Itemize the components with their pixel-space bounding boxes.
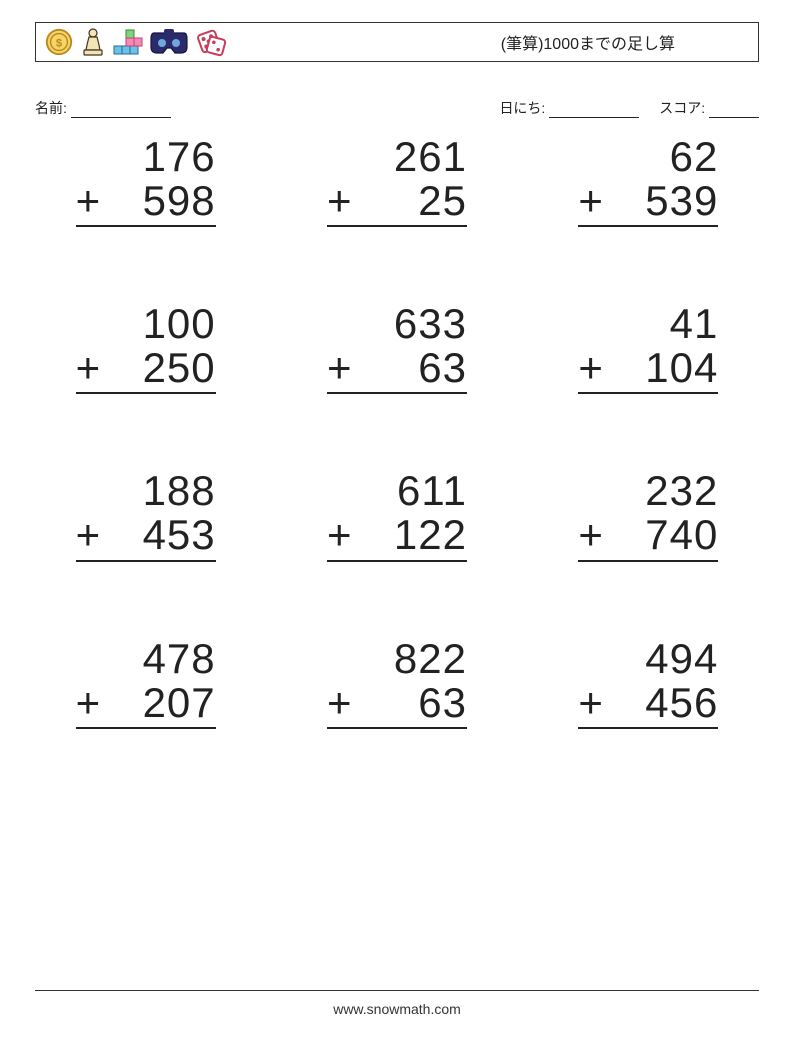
- operator: +: [327, 346, 357, 390]
- problem: 261+ 25: [286, 135, 507, 227]
- problem-top-number: 100: [76, 302, 216, 346]
- score-field: スコア:: [659, 98, 759, 118]
- problem-inner: 261+ 25: [327, 135, 467, 227]
- problem-top-number: 176: [76, 135, 216, 179]
- problem-inner: 188+453: [76, 469, 216, 561]
- problem: 232+740: [538, 469, 759, 561]
- problem-top-number: 478: [76, 637, 216, 681]
- problem-top-number: 62: [578, 135, 718, 179]
- worksheet-title: (筆算)1000までの足し算: [501, 30, 750, 54]
- problem-add-line: + 63: [327, 681, 467, 729]
- problem-bottom-number: 456: [608, 681, 718, 725]
- name-field: 名前:: [35, 98, 171, 118]
- operator: +: [76, 513, 106, 557]
- problem: 494+456: [538, 637, 759, 729]
- worksheet-page: $: [0, 0, 794, 1053]
- problem-inner: 822+ 63: [327, 637, 467, 729]
- operator: +: [327, 179, 357, 223]
- problem-bottom-number: 250: [106, 346, 216, 390]
- problem-inner: 41+104: [578, 302, 718, 394]
- date-field: 日にち:: [499, 98, 639, 118]
- problem-bottom-number: 63: [357, 681, 467, 725]
- footer-divider: [35, 990, 759, 991]
- problem-add-line: +456: [578, 681, 718, 729]
- vr-headset-icon: [150, 27, 188, 57]
- header-box: $: [35, 22, 759, 62]
- problem-top-number: 261: [327, 135, 467, 179]
- problem-add-line: + 63: [327, 346, 467, 394]
- problem-top-number: 188: [76, 469, 216, 513]
- problem: 41+104: [538, 302, 759, 394]
- problem-bottom-number: 539: [608, 179, 718, 223]
- problem-add-line: +122: [327, 513, 467, 561]
- problem: 62+539: [538, 135, 759, 227]
- meta-row: 名前: 日にち: スコア:: [35, 98, 759, 118]
- coin-icon: $: [44, 27, 74, 57]
- problem-top-number: 232: [578, 469, 718, 513]
- name-label: 名前:: [35, 100, 67, 116]
- problem-bottom-number: 122: [357, 513, 467, 557]
- operator: +: [327, 513, 357, 557]
- problem-bottom-number: 104: [608, 346, 718, 390]
- operator: +: [578, 513, 608, 557]
- problem-inner: 478+207: [76, 637, 216, 729]
- operator: +: [76, 179, 106, 223]
- header-icons: $: [44, 26, 226, 58]
- problem-add-line: +453: [76, 513, 216, 561]
- problem-add-line: +539: [578, 179, 718, 227]
- operator: +: [327, 681, 357, 725]
- problem: 188+453: [35, 469, 256, 561]
- problem-inner: 100+250: [76, 302, 216, 394]
- svg-text:$: $: [56, 38, 63, 50]
- date-blank[interactable]: [549, 103, 639, 118]
- problem: 822+ 63: [286, 637, 507, 729]
- score-label: スコア:: [659, 100, 705, 116]
- score-blank[interactable]: [709, 103, 759, 118]
- problem-top-number: 611: [327, 469, 467, 513]
- footer-text: www.snowmath.com: [0, 1001, 794, 1017]
- dice-icon: [194, 26, 226, 58]
- problem-inner: 176+598: [76, 135, 216, 227]
- problem-inner: 232+740: [578, 469, 718, 561]
- problem: 100+250: [35, 302, 256, 394]
- problem-inner: 494+456: [578, 637, 718, 729]
- problem-bottom-number: 63: [357, 346, 467, 390]
- operator: +: [76, 346, 106, 390]
- problem-add-line: +207: [76, 681, 216, 729]
- problem-inner: 611+122: [327, 469, 467, 561]
- problem-bottom-number: 598: [106, 179, 216, 223]
- date-label: 日にち:: [499, 100, 545, 116]
- problem: 478+207: [35, 637, 256, 729]
- problem-bottom-number: 25: [357, 179, 467, 223]
- operator: +: [578, 346, 608, 390]
- chess-pawn-icon: [80, 26, 106, 58]
- problem-add-line: + 25: [327, 179, 467, 227]
- problem: 633+ 63: [286, 302, 507, 394]
- problem-top-number: 41: [578, 302, 718, 346]
- problem: 176+598: [35, 135, 256, 227]
- problem-top-number: 494: [578, 637, 718, 681]
- operator: +: [578, 179, 608, 223]
- problem-add-line: +250: [76, 346, 216, 394]
- problem-top-number: 633: [327, 302, 467, 346]
- problem-inner: 62+539: [578, 135, 718, 227]
- problem-bottom-number: 453: [106, 513, 216, 557]
- problem-bottom-number: 740: [608, 513, 718, 557]
- problem: 611+122: [286, 469, 507, 561]
- operator: +: [76, 681, 106, 725]
- problem-add-line: +598: [76, 179, 216, 227]
- problem-inner: 633+ 63: [327, 302, 467, 394]
- tetris-icon: [112, 26, 144, 58]
- name-blank[interactable]: [71, 103, 171, 118]
- problem-add-line: +740: [578, 513, 718, 561]
- problem-add-line: +104: [578, 346, 718, 394]
- operator: +: [578, 681, 608, 725]
- problem-top-number: 822: [327, 637, 467, 681]
- problem-bottom-number: 207: [106, 681, 216, 725]
- problems-grid: 176+598261+ 2562+539100+250633+ 6341+104…: [35, 135, 759, 729]
